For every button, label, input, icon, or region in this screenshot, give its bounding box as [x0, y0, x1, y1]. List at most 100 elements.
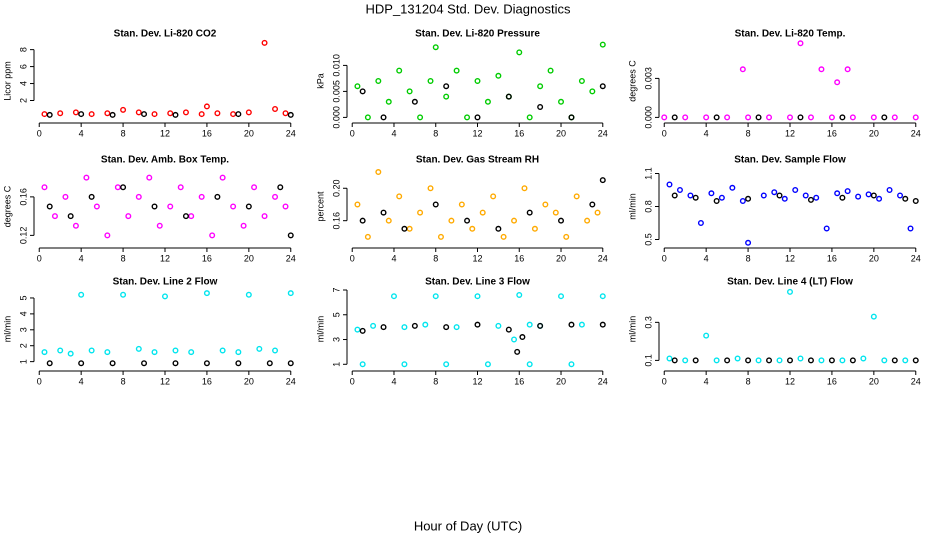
- panel: Stan. Dev. Li-820 Temp. degrees C 0.000 0.0…: [627, 29, 920, 139]
- point: [834, 190, 841, 197]
- x-tick-label: 12: [785, 128, 795, 138]
- point: [256, 345, 263, 352]
- point: [209, 232, 216, 239]
- x-tick-label: 4: [704, 128, 709, 138]
- x-tick-label: 16: [514, 376, 524, 386]
- point: [51, 213, 58, 220]
- x-tick-label: 8: [433, 128, 438, 138]
- point: [464, 114, 471, 121]
- point: [855, 193, 862, 200]
- point: [464, 217, 471, 224]
- point: [406, 225, 413, 232]
- point: [745, 195, 752, 202]
- point: [135, 109, 142, 116]
- point: [245, 109, 252, 116]
- point: [277, 184, 284, 191]
- point: [755, 357, 762, 364]
- x-tick-label: 20: [556, 253, 566, 263]
- point: [417, 209, 424, 216]
- point: [104, 110, 111, 117]
- point: [287, 290, 294, 297]
- point: [766, 357, 773, 364]
- point: [235, 111, 242, 118]
- y-tick-label: 0.010: [331, 54, 341, 77]
- point: [141, 111, 148, 118]
- x-tick-label: 8: [746, 253, 751, 263]
- point: [682, 357, 689, 364]
- point: [370, 322, 377, 329]
- panel-title: Stan. Dev. Li-820 Pressure: [415, 29, 540, 40]
- y-tick-label: 1: [18, 359, 28, 364]
- point: [375, 169, 382, 176]
- point: [514, 348, 521, 355]
- x-tick-label: 12: [160, 376, 170, 386]
- x-tick-label: 24: [911, 128, 921, 138]
- point: [787, 114, 794, 121]
- point: [542, 201, 549, 208]
- point: [427, 185, 434, 192]
- point: [505, 93, 512, 100]
- point: [739, 66, 746, 73]
- x-tick-label: 24: [286, 253, 296, 263]
- point: [682, 114, 689, 121]
- point: [474, 114, 481, 121]
- point: [865, 191, 872, 198]
- point: [511, 217, 518, 224]
- point: [41, 349, 48, 356]
- point: [823, 225, 830, 232]
- panel: Stan. Dev. Line 3 Flow ml/min 1 3 5 7 0 4 8 12 16 2…: [315, 277, 607, 387]
- x-tick-label: 8: [121, 376, 126, 386]
- point: [797, 40, 804, 47]
- y-tick-label: 0.000: [331, 106, 341, 129]
- point: [511, 336, 518, 343]
- x-tick-label: 24: [598, 376, 608, 386]
- x-tick-label: 16: [202, 128, 212, 138]
- point: [713, 357, 720, 364]
- y-tick-label: 0.005: [331, 80, 341, 103]
- x-tick-label: 8: [433, 253, 438, 263]
- point: [287, 360, 294, 367]
- point: [385, 217, 392, 224]
- point: [120, 291, 127, 298]
- point: [599, 293, 606, 300]
- point: [802, 192, 809, 199]
- point: [156, 222, 163, 229]
- x-tick-label: 24: [286, 376, 296, 386]
- y-tick-label: 7: [331, 287, 341, 292]
- x-tick-label: 8: [433, 376, 438, 386]
- panel-title: Stan. Dev. Line 2 Flow: [113, 277, 218, 288]
- x-tick-label: 12: [160, 253, 170, 263]
- y-tick-label: 4: [18, 81, 28, 86]
- point: [219, 347, 226, 354]
- point: [432, 293, 439, 300]
- point: [599, 177, 606, 184]
- point: [272, 193, 279, 200]
- point: [526, 321, 533, 328]
- point: [870, 192, 877, 199]
- point: [135, 345, 142, 352]
- point: [495, 72, 502, 79]
- point: [578, 321, 585, 328]
- point: [849, 114, 856, 121]
- point: [359, 217, 366, 224]
- panel-title: Stan. Dev. Line 3 Flow: [425, 277, 530, 288]
- point: [676, 186, 683, 193]
- y-tick-label: 0.12: [18, 227, 28, 245]
- point: [364, 233, 371, 240]
- point: [240, 222, 247, 229]
- x-tick-label: 0: [662, 376, 667, 386]
- y-tick-label: 2: [18, 98, 28, 103]
- point: [453, 67, 460, 74]
- point: [912, 114, 919, 121]
- point: [755, 114, 762, 121]
- y-tick-label: 0.16: [331, 212, 341, 230]
- point: [46, 360, 53, 367]
- point: [120, 106, 127, 113]
- point: [839, 357, 846, 364]
- point: [589, 88, 596, 95]
- point: [902, 357, 909, 364]
- point: [141, 360, 148, 367]
- x-tick-label: 24: [598, 128, 608, 138]
- point: [818, 66, 825, 73]
